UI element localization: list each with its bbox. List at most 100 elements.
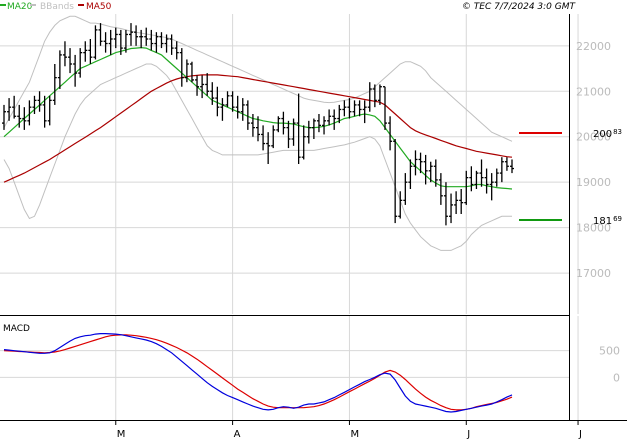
ohlc-bar	[144, 27, 149, 46]
ohlc-bar	[210, 82, 215, 105]
ohlc-bar	[286, 120, 291, 149]
macd-y-tick-label: 500	[599, 345, 620, 358]
ohlc-bars	[2, 23, 514, 226]
ohlc-bar	[88, 39, 93, 64]
ohlc-bar	[215, 86, 220, 117]
ohlc-bar	[205, 73, 210, 96]
ohlc-bar	[489, 173, 494, 201]
price-y-tick-label: 18000	[576, 222, 611, 235]
ohlc-bar	[357, 100, 362, 117]
ohlc-bar	[174, 41, 179, 60]
resistance-label-decimals: 83	[613, 128, 622, 136]
ohlc-bar	[438, 173, 443, 205]
macd-signal-line	[3, 334, 513, 411]
bbands-lower-line	[3, 63, 512, 251]
ohlc-bar	[240, 98, 245, 121]
ohlc-bar	[362, 100, 367, 124]
ohlc-bar	[113, 27, 118, 49]
macd-y-tick-label: 0	[613, 371, 620, 384]
ohlc-bar	[276, 116, 281, 133]
ohlc-bar	[52, 64, 57, 105]
ohlc-bar	[316, 114, 321, 133]
ohlc-bar	[443, 182, 448, 226]
ohlc-bar	[164, 34, 169, 53]
ohlc-bar	[123, 29, 128, 53]
ohlc-bar	[342, 100, 347, 117]
ohlc-bar	[372, 84, 377, 108]
ohlc-bar	[200, 75, 205, 99]
ohlc-bar	[311, 118, 316, 139]
ohlc-bar	[449, 193, 454, 224]
ohlc-bar	[408, 159, 413, 189]
macd-gridlines	[0, 316, 579, 420]
ohlc-bar	[230, 91, 235, 112]
legend-bbands: BBands	[40, 2, 74, 12]
ohlc-bar	[189, 61, 194, 83]
price-y-axis: 17000 18000 19000 20000 21000 22000	[576, 40, 611, 280]
ohlc-bar	[510, 159, 514, 174]
support-label: 18169	[593, 215, 622, 227]
ohlc-bar	[499, 157, 504, 183]
ohlc-bar	[494, 168, 499, 187]
ohlc-bar	[22, 107, 27, 130]
ohlc-bar	[291, 118, 296, 146]
ohlc-bar	[367, 82, 372, 112]
ohlc-bar	[377, 84, 382, 105]
chart-timestamp: © TEC 7/7/2024 3:0 GMT	[462, 2, 577, 12]
ohlc-bar	[179, 48, 184, 87]
price-y-tick-label: 20000	[576, 131, 611, 144]
legend-ma20: MA20	[7, 2, 33, 12]
ohlc-bar	[134, 25, 139, 46]
ohlc-bar	[73, 54, 78, 87]
ma50-line	[3, 74, 513, 183]
macd-title: MACD	[3, 324, 30, 334]
ohlc-bar	[2, 104, 6, 130]
x-tick-label: M	[350, 429, 359, 440]
ohlc-bar	[47, 95, 52, 126]
price-plot-area	[0, 14, 570, 314]
ohlc-bar	[154, 32, 159, 53]
ohlc-bar	[418, 152, 423, 174]
ohlc-bar	[32, 95, 37, 114]
ohlc-bar	[108, 29, 113, 55]
ohlc-bar	[281, 111, 286, 135]
ohlc-bar	[484, 168, 489, 194]
ohlc-bar	[98, 23, 103, 46]
ohlc-bar	[301, 125, 306, 160]
macd-panel: MACD 0 500	[0, 315, 620, 420]
ohlc-bar	[459, 189, 464, 214]
ohlc-bar	[93, 25, 98, 60]
x-tick-label: J	[578, 429, 582, 440]
macd-line	[3, 333, 513, 413]
ohlc-bar	[169, 34, 174, 55]
x-tick-label: A	[234, 429, 241, 440]
ohlc-bar	[184, 59, 189, 83]
legend-ma50: MA50	[86, 2, 112, 12]
price-y-tick-label: 21000	[576, 85, 611, 98]
ohlc-bar	[37, 91, 42, 112]
ohlc-bar	[195, 75, 200, 96]
ohlc-bar	[235, 95, 240, 119]
macd-y-axis: 0 500	[599, 345, 620, 385]
ohlc-bar	[62, 41, 67, 67]
ohlc-bar	[42, 95, 47, 128]
ohlc-bar	[266, 132, 271, 164]
ohlc-bar	[83, 41, 88, 62]
ohlc-bar	[118, 29, 123, 55]
ohlc-bar	[57, 50, 62, 89]
support-label-decimals: 69	[613, 215, 622, 223]
ohlc-bar	[403, 173, 408, 205]
ohlc-bar	[139, 29, 144, 49]
price-gridlines	[0, 14, 579, 314]
ohlc-bar	[271, 125, 276, 149]
bbands-upper-line	[3, 15, 513, 142]
ohlc-bar	[306, 120, 311, 144]
ohlc-bar	[383, 86, 387, 130]
ohlc-bar	[27, 100, 32, 126]
ohlc-bar	[337, 104, 342, 124]
x-tick-label: M	[117, 429, 126, 440]
ohlc-bar	[464, 170, 469, 205]
ohlc-bar	[474, 170, 479, 189]
